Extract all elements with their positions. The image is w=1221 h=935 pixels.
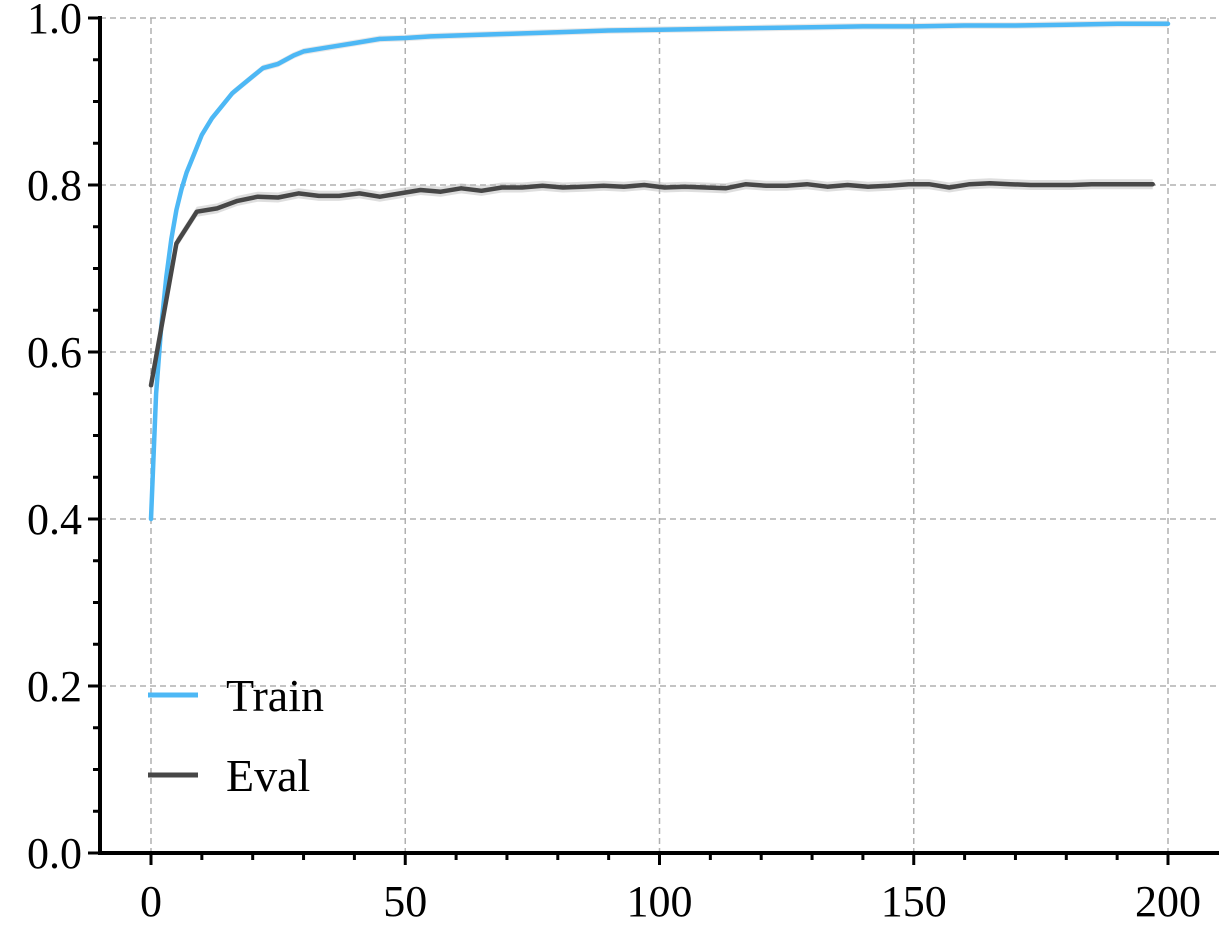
x-tick-label: 0 bbox=[140, 877, 162, 926]
axes bbox=[98, 16, 1219, 855]
legend-label-train: Train bbox=[226, 670, 324, 721]
ticks: 0.0 0.2 0.4 0.6 0.8 1.0 0 50 100 150 200 bbox=[27, 0, 1201, 926]
y-tick-label: 0.6 bbox=[27, 328, 82, 377]
x-tick-label: 150 bbox=[881, 877, 947, 926]
x-tick-label: 100 bbox=[627, 877, 693, 926]
y-tick-label: 0.2 bbox=[27, 662, 82, 711]
eval-band bbox=[151, 178, 1153, 391]
y-tick-label: 1.0 bbox=[27, 0, 82, 43]
x-tick-label: 200 bbox=[1135, 877, 1201, 926]
y-tick-label: 0.0 bbox=[27, 829, 82, 878]
series-line-train bbox=[148, 21, 1171, 522]
y-tick-label: 0.8 bbox=[27, 161, 82, 210]
y-tick-label: 0.4 bbox=[27, 495, 82, 544]
series-line-eval bbox=[148, 181, 1155, 388]
series-lines bbox=[148, 20, 1171, 523]
grid bbox=[100, 17, 1219, 853]
x-tick-label: 50 bbox=[383, 877, 427, 926]
legend: Train Eval bbox=[148, 670, 324, 801]
legend-label-eval: Eval bbox=[226, 750, 310, 801]
